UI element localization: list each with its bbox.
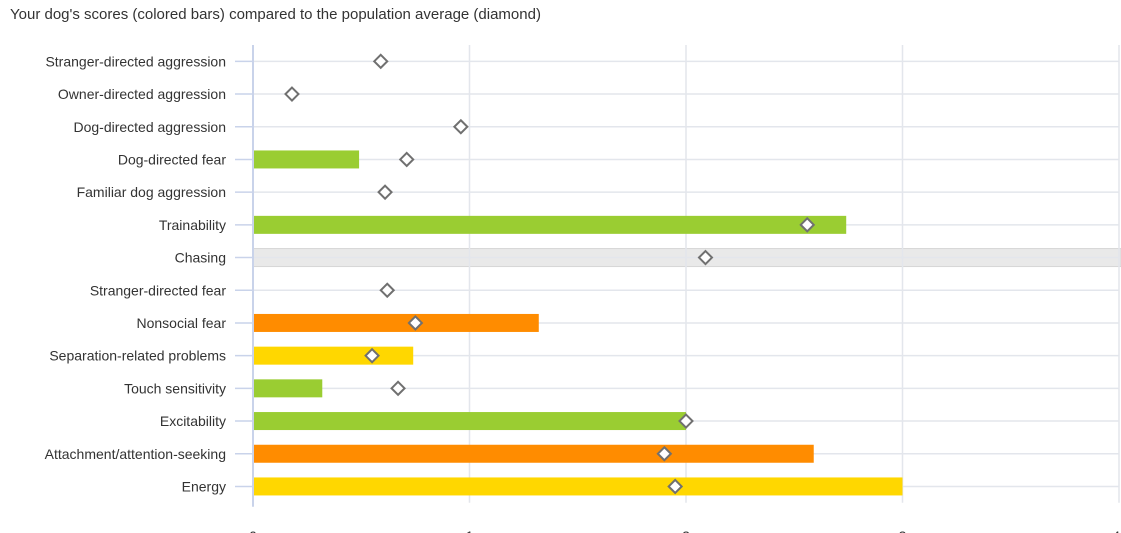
category-label: Dog-directed fear	[118, 151, 227, 167]
category-label: Chasing	[175, 250, 226, 266]
chart-title: Your dog's scores (colored bars) compare…	[10, 6, 541, 23]
category-label: Excitability	[160, 413, 226, 429]
x-tick-label: 0	[249, 528, 257, 533]
score-bar	[253, 346, 414, 365]
average-diamond	[799, 216, 816, 233]
category-label: Nonsocial fear	[137, 315, 227, 331]
gridlines	[253, 45, 1120, 503]
average-diamond	[667, 478, 684, 495]
average-diamond	[407, 315, 424, 331]
average-diamond	[364, 347, 380, 364]
category-label: Touch sensitivity	[124, 380, 226, 396]
average-diamond	[377, 184, 393, 201]
x-tick-label: 3	[899, 528, 907, 533]
category-label: Attachment/attention-seeking	[45, 446, 226, 462]
average-diamond	[372, 53, 389, 70]
average-diamond	[398, 151, 415, 168]
category-label: Owner-directed aggression	[58, 86, 226, 102]
average-diamond	[379, 282, 396, 299]
average-diamond	[284, 86, 300, 102]
category-label: Dog-directed aggression	[73, 119, 226, 135]
score-bar	[253, 150, 360, 169]
score-bar	[253, 215, 847, 234]
average-diamond	[697, 249, 714, 266]
score-bar	[253, 477, 903, 496]
axes	[235, 45, 254, 507]
category-label: Trainability	[159, 217, 226, 233]
x-tick-label: 1	[466, 528, 474, 533]
labels: Stranger-directed aggression Owner-direct…	[45, 53, 1121, 533]
x-tick-label: 4	[1112, 528, 1120, 533]
score-bar	[253, 412, 686, 431]
category-label: Familiar dog aggression	[77, 184, 226, 200]
average-diamond	[390, 380, 406, 397]
category-label: Stranger-directed aggression	[45, 53, 226, 69]
average-diamond	[452, 118, 469, 135]
score-bar	[253, 444, 814, 463]
average-diamond	[656, 445, 673, 462]
category-label: Energy	[182, 478, 226, 494]
average-markers	[284, 53, 816, 495]
score-bar	[253, 313, 539, 332]
category-label: Stranger-directed fear	[90, 282, 227, 298]
x-tick-label: 2	[682, 528, 690, 533]
average-diamond	[678, 413, 694, 429]
score-bar	[253, 379, 323, 398]
category-label: Separation-related problems	[49, 348, 226, 364]
